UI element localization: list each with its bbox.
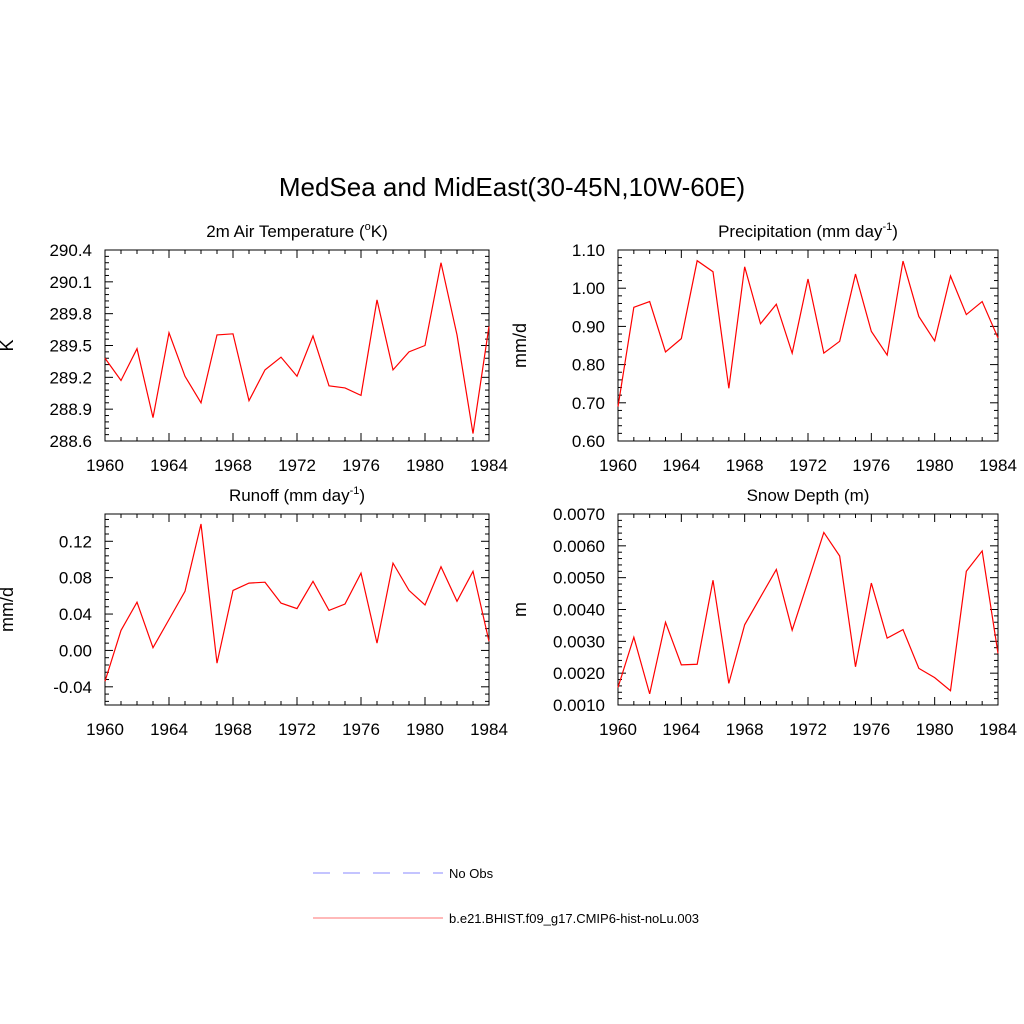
y-axis-label: mm/d (0, 587, 17, 632)
x-tick-label: 1964 (662, 720, 700, 739)
y-tick-label: 0.0010 (553, 696, 605, 715)
x-tick-label: 1984 (470, 720, 508, 739)
x-tick-label: 1976 (342, 456, 380, 475)
x-tick-label: 1964 (662, 456, 700, 475)
y-tick-label: 289.8 (49, 305, 92, 324)
y-tick-label: 290.4 (49, 241, 92, 260)
x-tick-label: 1972 (278, 456, 316, 475)
y-axis-label: mm/d (510, 323, 530, 368)
y-tick-label: 0.04 (59, 605, 92, 624)
y-tick-label: 0.0050 (553, 569, 605, 588)
y-tick-label: 288.9 (49, 400, 92, 419)
x-tick-label: 1964 (150, 456, 188, 475)
x-tick-label: 1968 (214, 720, 252, 739)
y-tick-label: 0.0030 (553, 632, 605, 651)
y-tick-label: 288.6 (49, 432, 92, 451)
legend-label-no-obs: No Obs (449, 866, 494, 881)
x-tick-label: 1960 (86, 456, 124, 475)
x-tick-label: 1980 (406, 720, 444, 739)
panel-title: Precipitation (mm day-1) (718, 221, 898, 241)
y-tick-label: 0.0040 (553, 601, 605, 620)
series-line-air-temperature (104, 262, 490, 434)
x-tick-label: 1984 (979, 456, 1017, 475)
main-title: MedSea and MidEast(30-45N,10W-60E) (279, 172, 745, 202)
panel-precipitation: Precipitation (mm day-1) mm/d 1960 1964 1968… (510, 221, 1017, 475)
plot-frame (104, 513, 490, 706)
panel-air-temperature: 2m Air Temperature (oK) K 1960 1964 1968 1972… (0, 221, 508, 475)
y-tick-label: 0.70 (572, 394, 605, 413)
panel-title: 2m Air Temperature (oK) (206, 221, 388, 241)
x-tick-label: 1984 (979, 720, 1017, 739)
x-tick-label: 1960 (599, 720, 637, 739)
x-tick-label: 1980 (916, 456, 954, 475)
x-tick-label: 1984 (470, 456, 508, 475)
y-tick-label: 1.10 (572, 241, 605, 260)
x-tick-label: 1972 (789, 720, 827, 739)
y-tick-label: 0.90 (572, 317, 605, 336)
x-tick-label: 1960 (86, 720, 124, 739)
x-tick-label: 1972 (789, 456, 827, 475)
series-line-snow-depth (617, 531, 999, 695)
y-tick-label: -0.04 (53, 678, 92, 697)
x-tick-label: 1968 (726, 456, 764, 475)
y-tick-label: 290.1 (49, 273, 92, 292)
x-tick-label: 1968 (214, 456, 252, 475)
y-tick-label: 0.0020 (553, 664, 605, 683)
panel-title: Runoff (mm day-1) (229, 485, 365, 505)
plot-frame (617, 249, 999, 442)
y-tick-label: 0.08 (59, 569, 92, 588)
y-tick-label: 0.12 (59, 532, 92, 551)
x-tick-label: 1976 (342, 720, 380, 739)
series-line-runoff (104, 523, 490, 682)
x-tick-label: 1980 (916, 720, 954, 739)
y-tick-label: 0.60 (572, 432, 605, 451)
x-tick-label: 1964 (150, 720, 188, 739)
x-tick-label: 1980 (406, 456, 444, 475)
y-tick-label: 0.80 (572, 356, 605, 375)
panel-runoff: Runoff (mm day-1) mm/d 1960 1964 1968 1972 197… (0, 485, 508, 739)
y-axis-label: K (0, 339, 17, 351)
x-tick-label: 1968 (726, 720, 764, 739)
plot-frame (617, 513, 999, 706)
x-tick-label: 1972 (278, 720, 316, 739)
panel-title: Snow Depth (m) (747, 486, 870, 505)
panel-snow-depth: Snow Depth (m) m 1960 1964 1968 1972 1976 1980 1… (510, 486, 1017, 739)
plot-frame (104, 249, 490, 442)
y-tick-label: 0.0070 (553, 505, 605, 524)
series-line-precipitation (617, 259, 999, 407)
y-axis-label: m (510, 602, 530, 617)
x-tick-label: 1976 (852, 720, 890, 739)
y-tick-label: 289.2 (49, 368, 92, 387)
x-tick-label: 1960 (599, 456, 637, 475)
y-tick-label: 1.00 (572, 279, 605, 298)
y-tick-label: 0.0060 (553, 537, 605, 556)
y-tick-label: 0.00 (59, 641, 92, 660)
x-tick-label: 1976 (852, 456, 890, 475)
legend: No Obs b.e21.BHIST.f09_g17.CMIP6-hist-no… (313, 866, 699, 926)
legend-label-model: b.e21.BHIST.f09_g17.CMIP6-hist-noLu.003 (449, 911, 699, 926)
y-tick-label: 289.5 (49, 337, 92, 356)
